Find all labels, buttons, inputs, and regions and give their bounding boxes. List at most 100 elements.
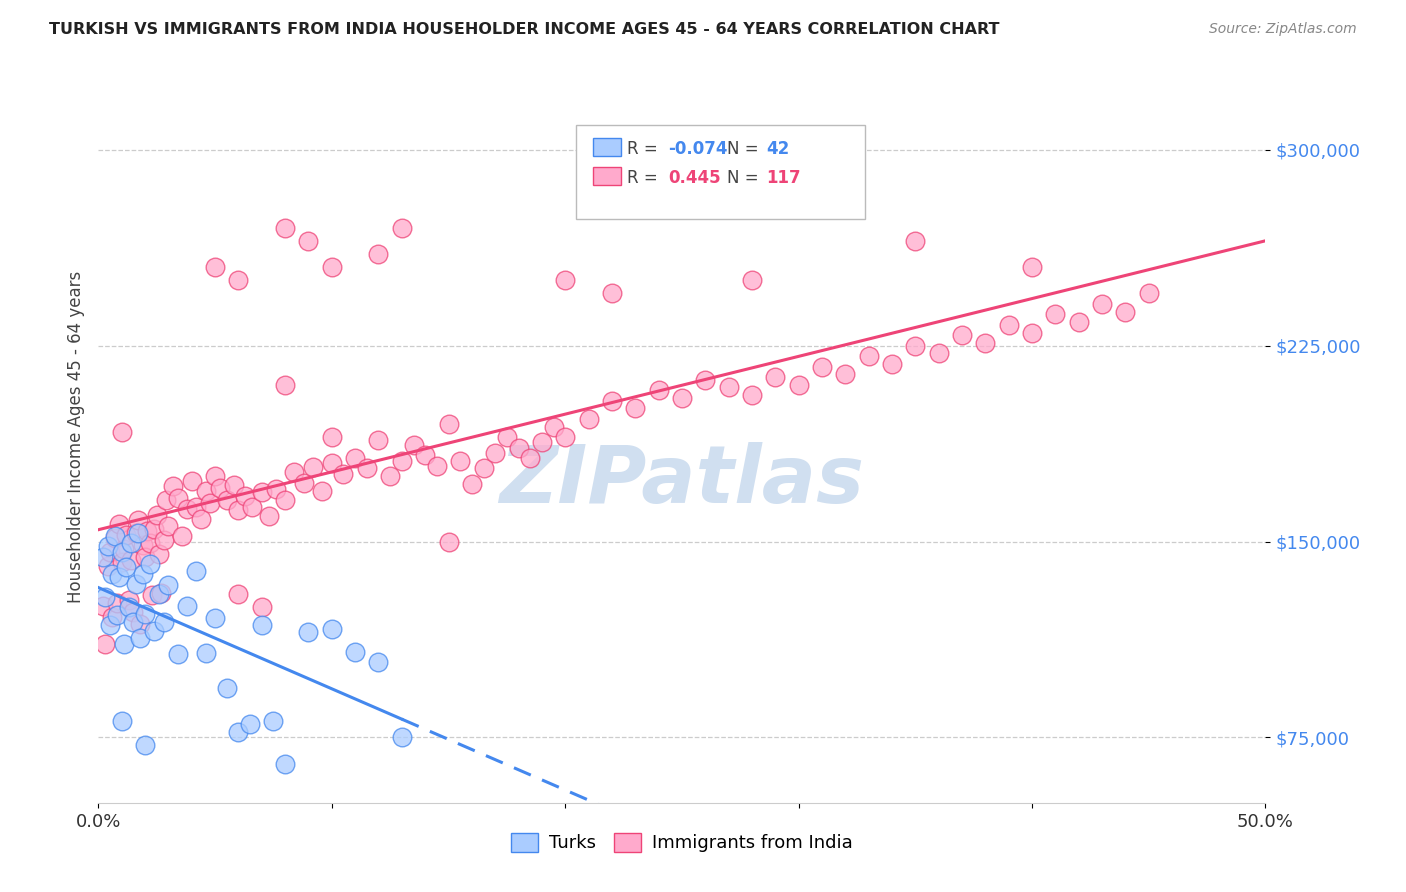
Point [101, 609, 124, 624]
Text: Source: ZipAtlas.com: Source: ZipAtlas.com [1209, 22, 1357, 37]
Point [695, 373, 717, 387]
Point [413, 448, 436, 462]
Point [132, 566, 155, 581]
Point [449, 453, 471, 467]
Point [321, 456, 343, 470]
Text: -0.074: -0.074 [668, 140, 727, 158]
Point [1067, 315, 1090, 329]
Point [250, 599, 273, 614]
Point [228, 587, 250, 601]
Point [111, 556, 134, 570]
Point [262, 714, 284, 729]
Point [1114, 304, 1136, 318]
Y-axis label: Householder Income Ages 45 - 64 years: Householder Income Ages 45 - 64 years [66, 271, 84, 603]
Point [129, 631, 152, 645]
Point [484, 446, 506, 460]
Point [624, 401, 647, 416]
Point [554, 273, 576, 287]
Point [647, 383, 669, 397]
Point [763, 370, 786, 384]
Point [125, 526, 148, 541]
Point [356, 461, 378, 475]
Point [717, 380, 740, 394]
Point [904, 234, 927, 248]
Point [111, 714, 134, 729]
Point [250, 485, 273, 500]
Point [111, 544, 134, 558]
Point [122, 615, 145, 629]
Point [1021, 260, 1043, 275]
Point [292, 475, 315, 490]
Point [97, 558, 120, 573]
Point [204, 260, 226, 275]
Point [97, 539, 120, 553]
Text: R =: R = [627, 140, 664, 158]
Point [264, 482, 287, 496]
Point [112, 637, 135, 651]
Point [928, 346, 950, 360]
Text: ZIPatlas: ZIPatlas [499, 442, 865, 520]
Point [122, 605, 145, 619]
Point [228, 503, 250, 517]
Point [105, 607, 128, 622]
Text: TURKISH VS IMMIGRANTS FROM INDIA HOUSEHOLDER INCOME AGES 45 - 64 YEARS CORRELATI: TURKISH VS IMMIGRANTS FROM INDIA HOUSEHO… [49, 22, 1000, 37]
Point [787, 377, 810, 392]
Point [426, 458, 449, 473]
Point [176, 501, 198, 516]
Point [118, 593, 141, 607]
Point [222, 478, 245, 492]
Point [141, 588, 163, 602]
Point [143, 624, 166, 638]
Point [120, 535, 142, 549]
Point [134, 607, 156, 621]
Point [332, 467, 354, 481]
Point [105, 596, 128, 610]
Point [811, 359, 834, 374]
Point [311, 484, 333, 499]
Point [204, 469, 226, 483]
Point [367, 655, 389, 669]
Point [91, 549, 114, 564]
Point [283, 465, 305, 479]
Point [152, 615, 174, 629]
Text: N =: N = [727, 169, 763, 186]
Point [186, 500, 208, 514]
Point [125, 576, 148, 591]
Point [208, 481, 231, 495]
Point [508, 441, 530, 455]
Point [104, 528, 127, 542]
Point [166, 647, 188, 661]
Point [132, 538, 155, 552]
Point [115, 528, 138, 542]
Point [186, 564, 208, 578]
Point [530, 435, 553, 450]
Point [235, 489, 257, 503]
Point [127, 513, 149, 527]
Point [437, 417, 460, 431]
Point [136, 524, 159, 538]
Point [391, 221, 413, 235]
Point [139, 557, 162, 571]
Point [134, 550, 156, 565]
Point [250, 618, 273, 632]
Point [297, 625, 319, 640]
Point [215, 681, 238, 696]
Point [112, 541, 135, 556]
Point [242, 500, 264, 514]
Point [600, 286, 623, 301]
Point [297, 234, 319, 248]
Point [166, 491, 188, 505]
Point [194, 484, 217, 499]
Point [104, 531, 127, 545]
Text: R =: R = [627, 169, 668, 186]
Point [200, 496, 222, 510]
Point [578, 412, 600, 426]
Point [150, 586, 173, 600]
Point [98, 618, 121, 632]
Point [554, 430, 576, 444]
Point [1045, 307, 1067, 321]
Point [302, 460, 325, 475]
Point [391, 731, 413, 745]
Point [257, 509, 280, 524]
Point [274, 756, 297, 771]
